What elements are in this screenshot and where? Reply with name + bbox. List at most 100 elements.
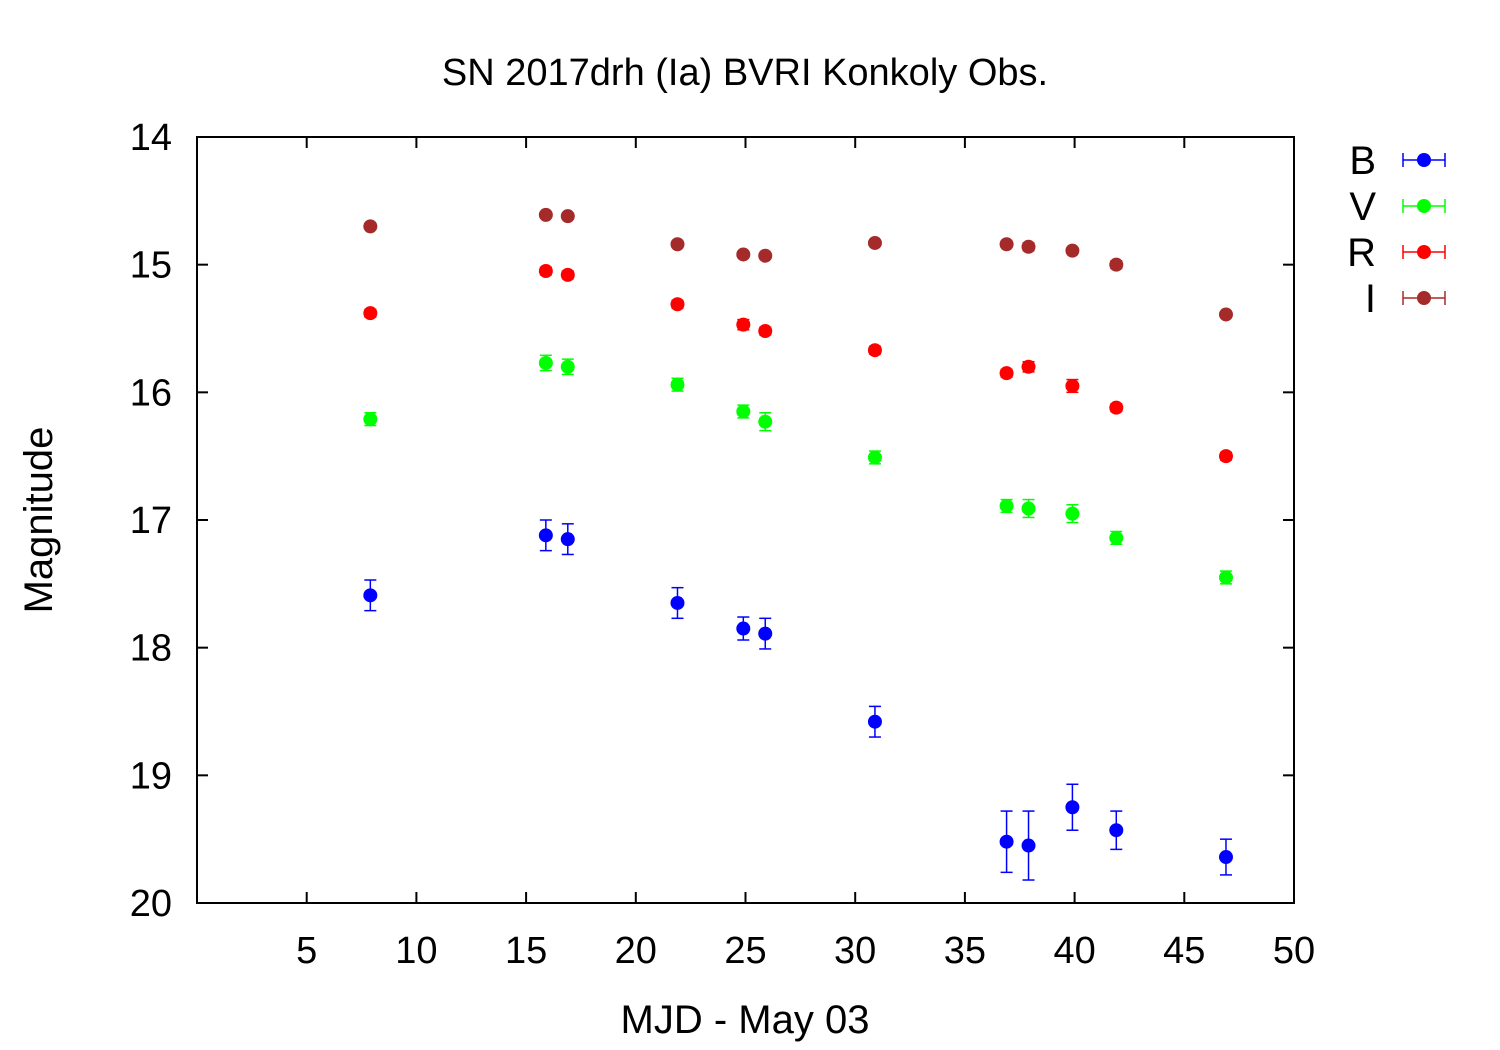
- data-point-V: [1021, 498, 1036, 519]
- y-tick-label: 15: [130, 245, 172, 287]
- data-marker: [867, 343, 882, 358]
- legend: BVRI: [1347, 139, 1446, 321]
- y-axis-label: Magnitude: [17, 427, 61, 614]
- data-point-R: [538, 264, 553, 279]
- data-point-R: [1065, 378, 1080, 394]
- plot-frame: [196, 136, 1295, 904]
- y-tick-label: 14: [130, 117, 172, 159]
- data-marker: [1065, 506, 1080, 521]
- plot-data: [363, 207, 1233, 881]
- data-marker: [867, 235, 882, 250]
- x-tick-label: 45: [1163, 930, 1205, 972]
- data-point-V: [999, 498, 1014, 514]
- data-point-I: [538, 207, 553, 222]
- data-point-I: [670, 237, 685, 252]
- legend-entry-I: I: [1365, 277, 1446, 321]
- legend-entry-V: V: [1349, 185, 1446, 229]
- data-marker: [560, 267, 575, 282]
- y-tick-label: 19: [130, 755, 172, 797]
- data-marker: [560, 359, 575, 374]
- data-marker: [1065, 243, 1080, 258]
- data-marker: [1021, 838, 1036, 853]
- data-point-B: [867, 705, 882, 738]
- x-tick-label: 25: [724, 930, 766, 972]
- data-point-R: [1021, 359, 1036, 374]
- data-point-V: [1065, 503, 1080, 524]
- data-point-V: [867, 450, 882, 465]
- data-marker: [560, 532, 575, 547]
- data-marker: [1218, 850, 1233, 865]
- data-marker: [1218, 307, 1233, 322]
- data-point-V: [670, 377, 685, 392]
- data-point-B: [363, 579, 378, 612]
- data-point-R: [363, 306, 378, 321]
- data-point-V: [363, 412, 378, 427]
- axis-ticks: 5 10 15 20 25 30 35 40 45 50 14 15 16 17 18 19 20: [130, 117, 1315, 972]
- y-tick-label: 18: [130, 628, 172, 670]
- data-point-B: [1021, 810, 1036, 881]
- data-point-I: [363, 219, 378, 234]
- x-tick-label: 30: [834, 930, 876, 972]
- x-tick-label: 10: [395, 930, 437, 972]
- data-marker: [867, 450, 882, 465]
- data-point-I: [999, 237, 1014, 252]
- data-point-I: [1065, 243, 1080, 258]
- data-marker: [538, 355, 553, 370]
- data-marker: [867, 714, 882, 729]
- data-marker: [1109, 257, 1124, 272]
- data-marker: [363, 412, 378, 427]
- legend-label: I: [1365, 277, 1376, 321]
- data-marker: [363, 219, 378, 234]
- data-point-R: [736, 317, 751, 332]
- data-marker: [538, 528, 553, 543]
- data-point-B: [758, 617, 773, 650]
- data-point-I: [758, 248, 773, 263]
- data-marker: [670, 595, 685, 610]
- data-marker: [1065, 378, 1080, 393]
- series-R: [363, 264, 1233, 464]
- data-marker: [736, 247, 751, 262]
- x-tick-label: 35: [944, 930, 986, 972]
- x-axis-label: MJD - May 03: [621, 998, 870, 1042]
- data-point-B: [560, 523, 575, 556]
- data-point-R: [560, 267, 575, 282]
- legend-entry-B: B: [1349, 139, 1446, 183]
- data-marker: [670, 237, 685, 252]
- data-marker: [1109, 400, 1124, 415]
- data-point-B: [1218, 838, 1233, 876]
- series-B: [363, 519, 1233, 881]
- data-marker: [363, 588, 378, 603]
- data-marker: [999, 366, 1014, 381]
- data-point-I: [1021, 239, 1036, 254]
- data-point-V: [1218, 570, 1233, 585]
- data-point-I: [1218, 307, 1233, 322]
- x-tick-label: 20: [615, 930, 657, 972]
- data-marker: [999, 834, 1014, 849]
- data-point-V: [538, 354, 553, 372]
- data-marker: [1109, 530, 1124, 545]
- data-point-R: [867, 343, 882, 358]
- data-point-B: [1065, 783, 1080, 831]
- data-marker: [736, 621, 751, 636]
- y-tick-label: 16: [130, 372, 172, 414]
- data-marker: [538, 207, 553, 222]
- data-point-V: [560, 358, 575, 376]
- y-tick-label: 17: [130, 500, 172, 542]
- data-marker: [736, 317, 751, 332]
- data-marker: [1109, 823, 1124, 838]
- data-point-I: [867, 235, 882, 250]
- data-marker: [758, 626, 773, 641]
- legend-label: R: [1347, 231, 1376, 275]
- data-marker: [1218, 449, 1233, 464]
- data-marker: [1021, 239, 1036, 254]
- data-marker: [560, 209, 575, 224]
- data-marker: [1021, 501, 1036, 516]
- legend-label: V: [1349, 185, 1376, 229]
- data-point-V: [1109, 530, 1124, 546]
- data-point-V: [736, 404, 751, 419]
- data-point-I: [560, 209, 575, 224]
- data-point-R: [999, 366, 1014, 381]
- y-tick-label: 20: [130, 883, 172, 925]
- data-point-R: [670, 297, 685, 312]
